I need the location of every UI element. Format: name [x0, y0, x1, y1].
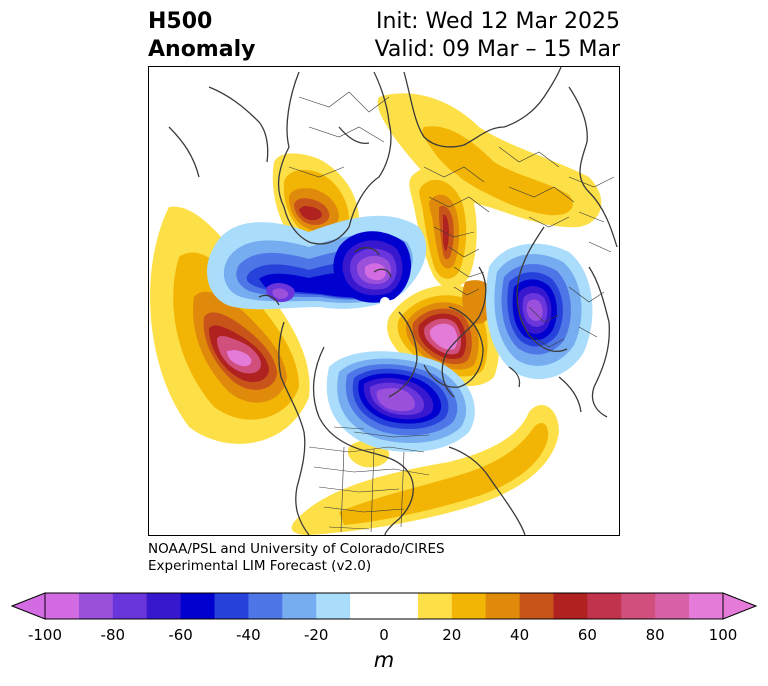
colorbar-tick-label: 80	[645, 626, 665, 644]
valid-range: Valid: 09 Mar – 15 Mar	[374, 37, 620, 62]
credit-line-1: NOAA/PSL and University of Colorado/CIRE…	[148, 541, 445, 557]
anomaly-negative-arctic	[206, 215, 427, 310]
colorbar-tick-label: -80	[100, 626, 126, 644]
colorbar-tick-label: 40	[510, 626, 530, 644]
colorbar-unit-label: m	[373, 648, 395, 672]
colorbar-segment	[655, 593, 690, 619]
colorbar-segment	[146, 593, 182, 619]
colorbar	[10, 592, 758, 620]
colorbar-tick-labels: -100 -80 -60 -40 -20 0 20 40 60 80 100	[0, 626, 768, 648]
colorbar-segment	[316, 593, 351, 619]
colorbar-tick-label: -40	[236, 626, 261, 644]
colorbar-segment	[214, 593, 249, 619]
title-variable: H500	[148, 9, 213, 34]
credit-block: NOAA/PSL and University of Colorado/CIRE…	[148, 541, 445, 575]
colorbar-segment	[689, 593, 724, 619]
pole-marker	[380, 297, 390, 307]
colorbar-tick-label: -60	[168, 626, 193, 644]
colorbar-under-arrow	[10, 592, 46, 620]
coastlines	[168, 67, 618, 535]
anomaly-map	[149, 67, 619, 535]
colorbar-segment	[587, 593, 622, 619]
anomaly-negative-europe	[485, 243, 593, 380]
anomaly-positive-europe	[377, 93, 602, 289]
title-block-left: H500 Anomaly	[148, 8, 255, 64]
colorbar-segment	[519, 593, 554, 619]
colorbar-tick-label: 60	[577, 626, 597, 644]
colorbar-segment	[417, 593, 453, 619]
colorbar-segment	[45, 593, 80, 619]
colorbar-outline	[44, 592, 724, 620]
colorbar-segment	[248, 593, 283, 619]
colorbar-segment	[78, 593, 114, 619]
credit-line-2: Experimental LIM Forecast (v2.0)	[148, 558, 372, 574]
anomaly-positive-pacific	[150, 206, 310, 444]
colorbar-tick-label: 0	[379, 626, 389, 644]
colorbar-tick-label: 20	[442, 626, 462, 644]
colorbar-segment	[350, 593, 385, 619]
title-field: Anomaly	[148, 37, 256, 62]
colorbar-segment	[553, 593, 588, 619]
colorbar-over-arrow	[722, 592, 758, 620]
us-state-borders	[308, 426, 430, 533]
colorbar-segment	[485, 593, 521, 619]
init-date: Init: Wed 12 Mar 2025	[375, 9, 620, 34]
colorbar-tick-label: -100	[27, 626, 63, 644]
colorbar-segment	[451, 593, 487, 619]
colorbar-segment	[282, 593, 317, 619]
country-borders	[288, 91, 615, 348]
anomaly-negative-asia	[326, 351, 475, 452]
colorbar-segment	[384, 593, 419, 619]
title-block-right: Init: Wed 12 Mar 2025 Valid: 09 Mar – 15…	[375, 8, 620, 64]
colorbar-tick-label: 100	[708, 626, 738, 644]
colorbar-tick-label: -20	[303, 626, 329, 644]
colorbar-segments	[45, 593, 724, 619]
colorbar-segment	[180, 593, 215, 619]
colorbar-segment	[621, 593, 656, 619]
map-panel	[148, 66, 620, 536]
colorbar-segment	[112, 593, 148, 619]
